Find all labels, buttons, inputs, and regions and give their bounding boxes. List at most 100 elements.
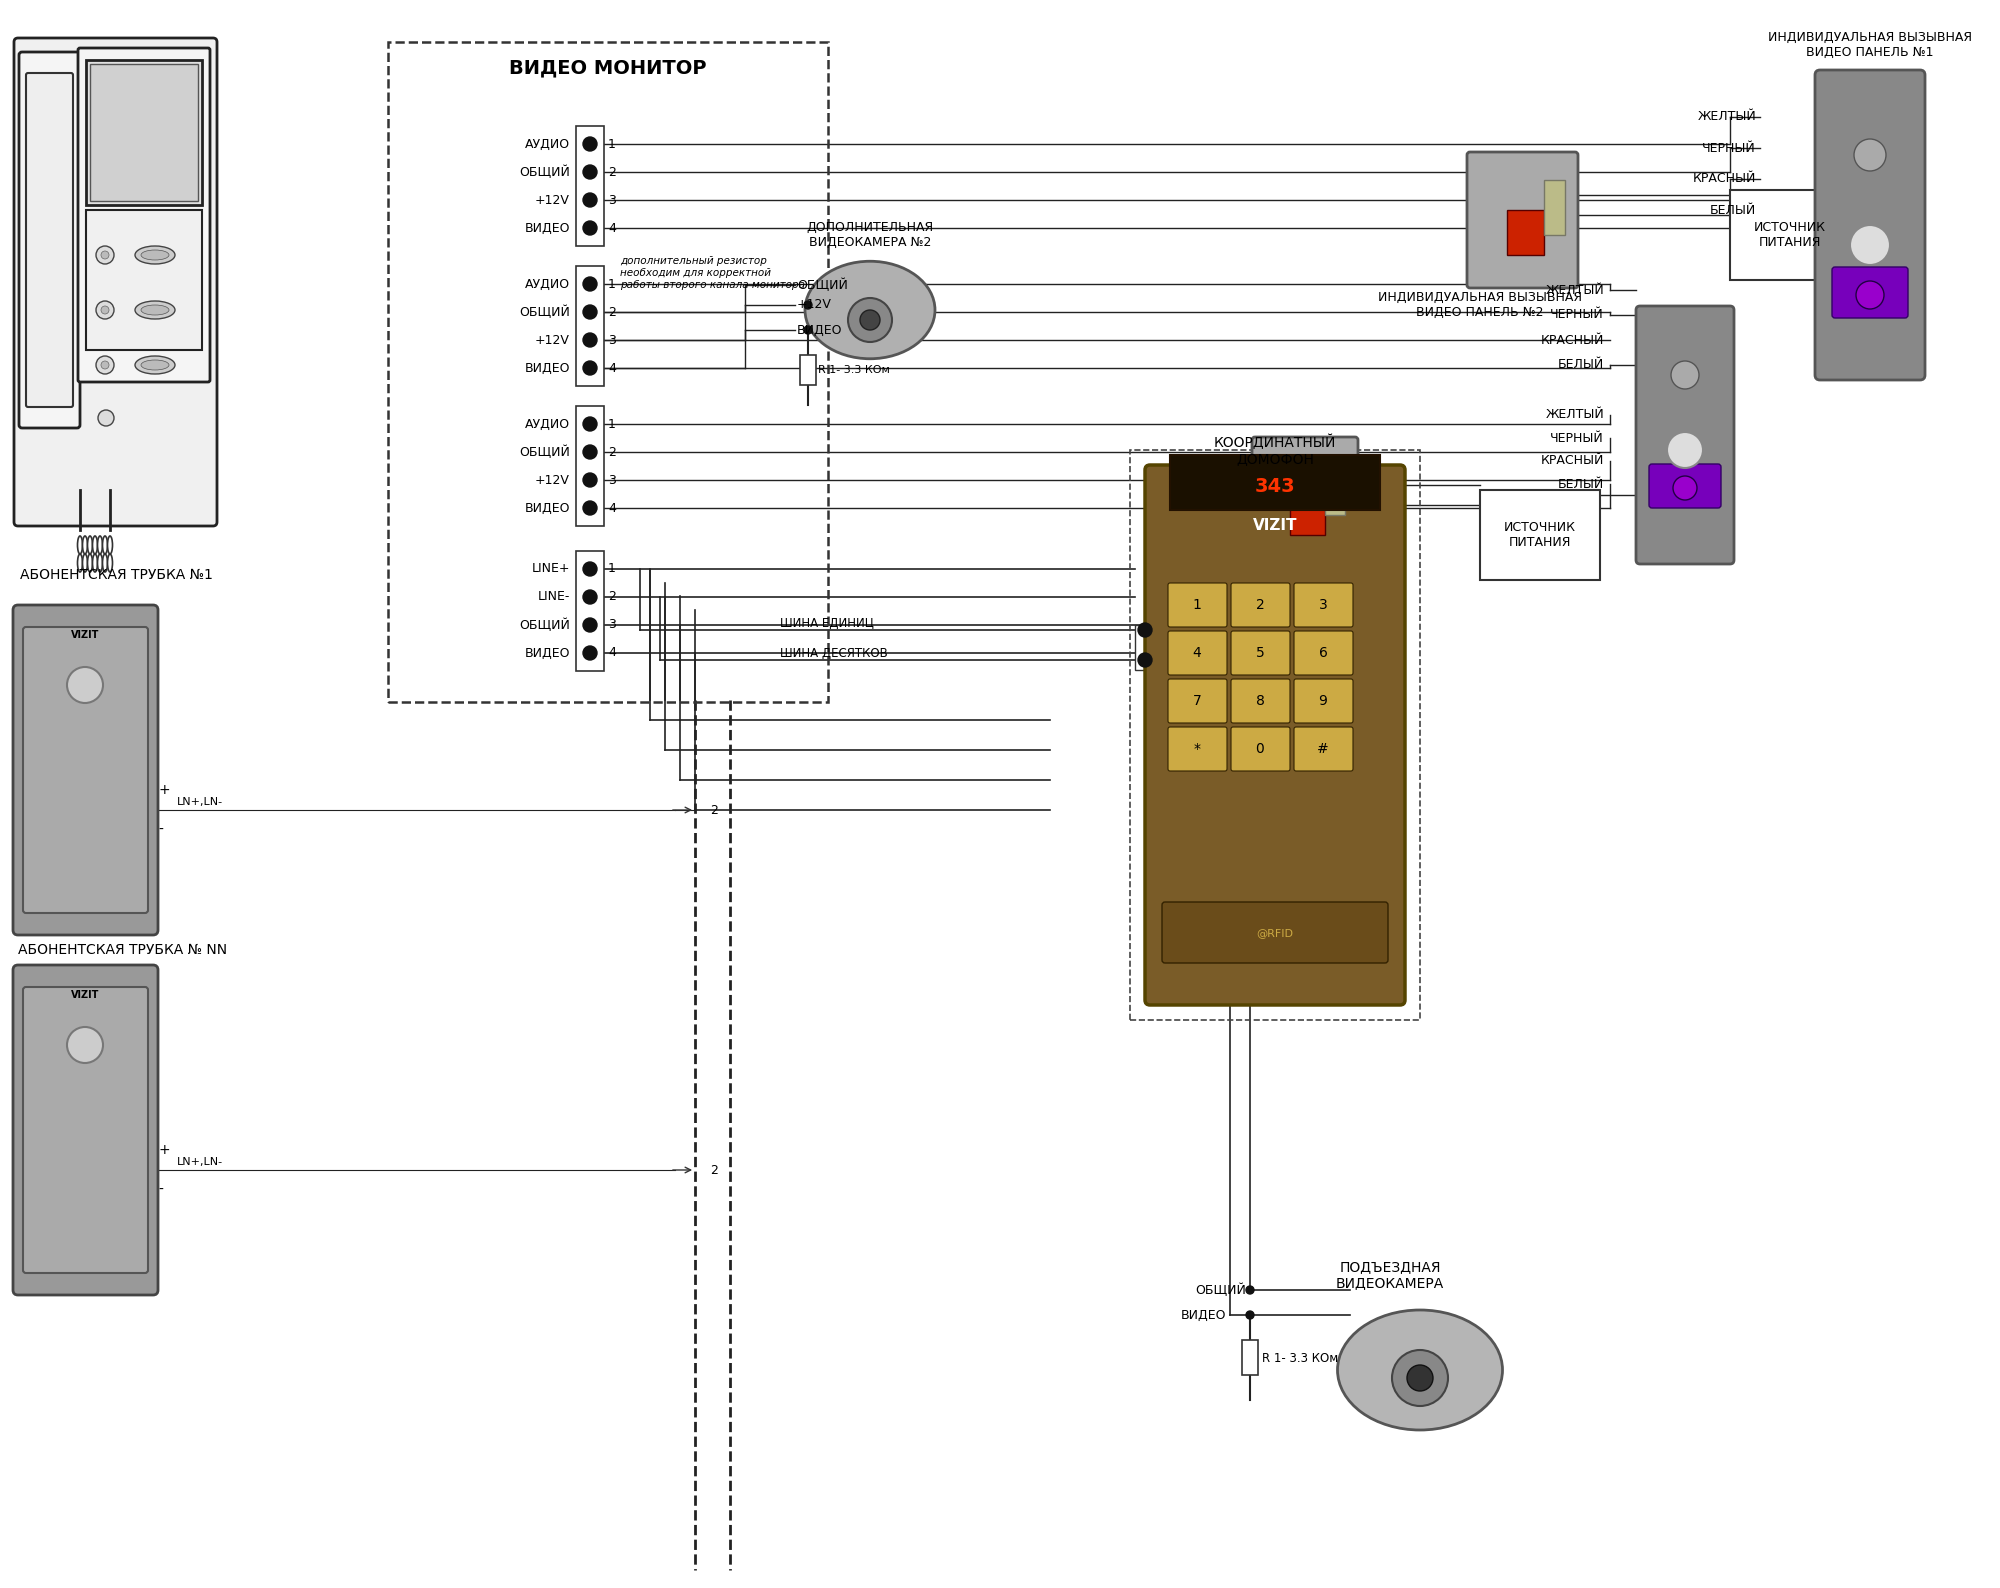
Ellipse shape — [102, 537, 108, 554]
Text: VIZIT: VIZIT — [70, 630, 100, 640]
FancyBboxPatch shape — [1232, 630, 1290, 675]
Circle shape — [1138, 653, 1152, 667]
FancyBboxPatch shape — [1252, 437, 1358, 564]
Ellipse shape — [140, 305, 168, 314]
Text: 0: 0 — [1256, 742, 1264, 756]
Text: 3: 3 — [608, 194, 616, 206]
Circle shape — [584, 360, 596, 375]
Text: @RFID: @RFID — [1256, 927, 1294, 939]
Bar — [1130, 449, 1420, 1019]
Text: 4: 4 — [608, 646, 616, 659]
Ellipse shape — [82, 537, 88, 554]
Ellipse shape — [136, 302, 176, 319]
Text: -: - — [158, 823, 162, 837]
Text: БЕЛЫЙ: БЕЛЫЙ — [1558, 478, 1604, 491]
Text: R 1- 3.3 КОм: R 1- 3.3 КОм — [818, 365, 890, 375]
Text: АУДИО: АУДИО — [524, 418, 570, 430]
Bar — [1290, 495, 1324, 535]
Text: 4: 4 — [608, 362, 616, 375]
Bar — [90, 64, 198, 202]
Circle shape — [804, 326, 812, 333]
Text: ОБЩИЙ: ОБЩИЙ — [1196, 1283, 1246, 1297]
Text: ИНДИВИДУАЛЬНАЯ ВЫЗЫВНАЯ
ВИДЕО ПАНЕЛЬ №2: ИНДИВИДУАЛЬНАЯ ВЫЗЫВНАЯ ВИДЕО ПАНЕЛЬ №2 — [1378, 291, 1582, 319]
Text: 5: 5 — [1256, 646, 1264, 661]
FancyBboxPatch shape — [1648, 464, 1720, 508]
FancyBboxPatch shape — [1636, 306, 1734, 564]
Text: ВИДЕО: ВИДЕО — [524, 502, 570, 515]
FancyBboxPatch shape — [14, 966, 158, 1294]
Bar — [388, 41, 828, 702]
Bar — [1544, 179, 1564, 235]
Ellipse shape — [136, 246, 176, 264]
Circle shape — [804, 302, 812, 310]
Text: ОБЩИЙ: ОБЩИЙ — [796, 278, 848, 292]
Circle shape — [584, 473, 596, 488]
Text: 2: 2 — [608, 165, 616, 178]
Text: 1: 1 — [608, 138, 616, 151]
Text: 8: 8 — [1256, 694, 1264, 708]
Text: БЕЛЫЙ: БЕЛЫЙ — [1710, 203, 1756, 216]
Text: -: - — [158, 1183, 162, 1197]
Text: ВИДЕО: ВИДЕО — [524, 221, 570, 235]
Text: ЧЕРНЫЙ: ЧЕРНЫЙ — [1702, 141, 1756, 154]
Circle shape — [1246, 1312, 1254, 1320]
FancyBboxPatch shape — [78, 48, 210, 383]
Circle shape — [584, 194, 596, 206]
Circle shape — [1856, 281, 1884, 310]
Circle shape — [1138, 622, 1152, 637]
Text: 2: 2 — [608, 305, 616, 319]
Text: 4: 4 — [608, 221, 616, 235]
Ellipse shape — [78, 554, 82, 572]
Circle shape — [584, 333, 596, 348]
Text: КРАСНЫЙ: КРАСНЫЙ — [1692, 173, 1756, 186]
Text: +: + — [158, 1143, 170, 1158]
FancyBboxPatch shape — [1168, 680, 1228, 723]
Bar — [1730, 191, 1850, 279]
Text: 3: 3 — [1318, 599, 1328, 611]
FancyBboxPatch shape — [1294, 630, 1352, 675]
Text: ОБЩИЙ: ОБЩИЙ — [520, 618, 570, 632]
Ellipse shape — [1338, 1310, 1502, 1431]
Bar — [1136, 626, 1156, 670]
FancyBboxPatch shape — [1168, 583, 1228, 627]
Circle shape — [1246, 1286, 1254, 1294]
FancyBboxPatch shape — [1294, 727, 1352, 772]
Text: ОБЩИЙ: ОБЩИЙ — [520, 305, 570, 319]
FancyBboxPatch shape — [20, 52, 80, 429]
Circle shape — [68, 667, 104, 703]
Text: ВИДЕО МОНИТОР: ВИДЕО МОНИТОР — [510, 59, 706, 78]
Circle shape — [584, 646, 596, 661]
Text: КРАСНЫЙ: КРАСНЫЙ — [1540, 454, 1604, 467]
Ellipse shape — [98, 554, 102, 572]
Bar — [576, 551, 604, 672]
Text: 2: 2 — [1256, 599, 1264, 611]
FancyBboxPatch shape — [1168, 727, 1228, 772]
Text: ИНДИВИДУАЛЬНАЯ ВЫЗЫВНАЯ
ВИДЕО ПАНЕЛЬ №1: ИНДИВИДУАЛЬНАЯ ВЫЗЫВНАЯ ВИДЕО ПАНЕЛЬ №1 — [1768, 32, 1972, 59]
Circle shape — [1408, 1366, 1432, 1391]
Bar — [86, 210, 202, 349]
Bar — [1324, 465, 1344, 515]
Text: LINE-: LINE- — [538, 591, 570, 603]
Bar — [576, 267, 604, 386]
Text: 2: 2 — [608, 591, 616, 603]
Text: VIZIT: VIZIT — [70, 989, 100, 1000]
Circle shape — [100, 306, 108, 314]
Bar — [1480, 491, 1600, 580]
Text: ВИДЕО: ВИДЕО — [796, 324, 842, 337]
FancyBboxPatch shape — [24, 988, 148, 1274]
Bar — [576, 125, 604, 246]
FancyBboxPatch shape — [1294, 583, 1352, 627]
Text: КООРДИНАТНЫЙ
ДОМОФОН: КООРДИНАТНЫЙ ДОМОФОН — [1214, 434, 1336, 465]
Text: +12V: +12V — [536, 473, 570, 486]
FancyBboxPatch shape — [1468, 152, 1578, 287]
Circle shape — [584, 591, 596, 603]
Bar — [86, 60, 202, 205]
Ellipse shape — [140, 360, 168, 370]
FancyBboxPatch shape — [1832, 267, 1908, 318]
Circle shape — [96, 302, 114, 319]
FancyBboxPatch shape — [1232, 583, 1290, 627]
Ellipse shape — [136, 356, 176, 375]
Text: 1: 1 — [608, 562, 616, 575]
Circle shape — [584, 418, 596, 430]
Text: VIZIT: VIZIT — [1252, 518, 1298, 532]
